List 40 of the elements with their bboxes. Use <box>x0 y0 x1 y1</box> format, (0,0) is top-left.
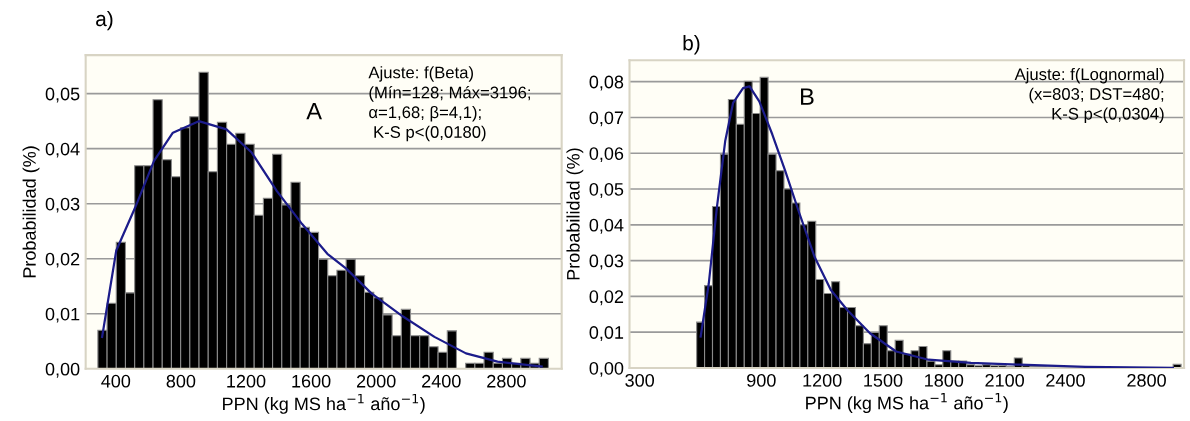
x-tick-label: 800 <box>166 374 196 388</box>
y-tick-label: 0,00 <box>45 362 80 378</box>
y-tick-label: 0,04 <box>45 142 80 158</box>
x-tick-label: 300 <box>625 373 655 387</box>
y-axis-title: Probabilidad (%) <box>566 148 584 280</box>
y-tick-label: 0,05 <box>45 87 80 103</box>
x-tick-label: 1600 <box>292 374 331 388</box>
y-tick-label: 0,02 <box>45 252 80 268</box>
x-tick-label: 1800 <box>925 373 964 387</box>
y-tick-label: 0,02 <box>589 290 624 306</box>
x-tick-label: 2400 <box>422 374 461 388</box>
x-tick-label: 900 <box>747 373 776 387</box>
x-tick-label: 2800 <box>1127 373 1166 387</box>
x-axis-title: PPN (kg MS ha$^{−1}$ año$^{−1}$) <box>806 393 1008 413</box>
chart-title: a) <box>96 10 113 31</box>
y-tick-label: 0,04 <box>589 218 624 234</box>
x-axis-title: PPN (kg MS ha$^{−1}$ año$^{−1}$) <box>223 393 425 414</box>
x-tick-label: 1500 <box>864 373 903 387</box>
annotation: Ajuste: f(Lognormal) (x=803; DST=480; K-S p<(0,0304) <box>1014 67 1164 123</box>
x-tick-label: 2800 <box>487 374 526 388</box>
y-tick-label: 0,01 <box>45 307 80 323</box>
y-tick-label: 0,05 <box>589 182 624 198</box>
annotation: B <box>801 88 814 105</box>
x-tick-label: 2400 <box>1046 373 1085 387</box>
y-tick-label: 0,00 <box>589 361 624 377</box>
x-tick-label: 2100 <box>985 373 1024 387</box>
y-tick-label: 0,01 <box>589 326 624 342</box>
y-tick-label: 0,03 <box>589 254 624 270</box>
x-tick-label: 1200 <box>803 373 842 387</box>
y-axis-title: Probabilidad (%) <box>22 146 40 278</box>
x-tick-label: 400 <box>101 374 131 388</box>
annotation: Ajuste: f(Beta) (Mín=128; Máx=3196; α=1,68; β=4,1); K-S p<(0,0180) <box>368 66 530 142</box>
x-tick-label: 1200 <box>227 374 266 388</box>
y-tick-label: 0,07 <box>589 111 624 127</box>
y-tick-label: 0,03 <box>45 197 80 213</box>
chart-title: b) <box>683 35 700 55</box>
y-tick-label: 0,08 <box>589 75 624 91</box>
x-tick-label: 2000 <box>356 374 396 388</box>
y-tick-label: 0,06 <box>589 147 624 163</box>
annotation: A <box>306 103 322 120</box>
